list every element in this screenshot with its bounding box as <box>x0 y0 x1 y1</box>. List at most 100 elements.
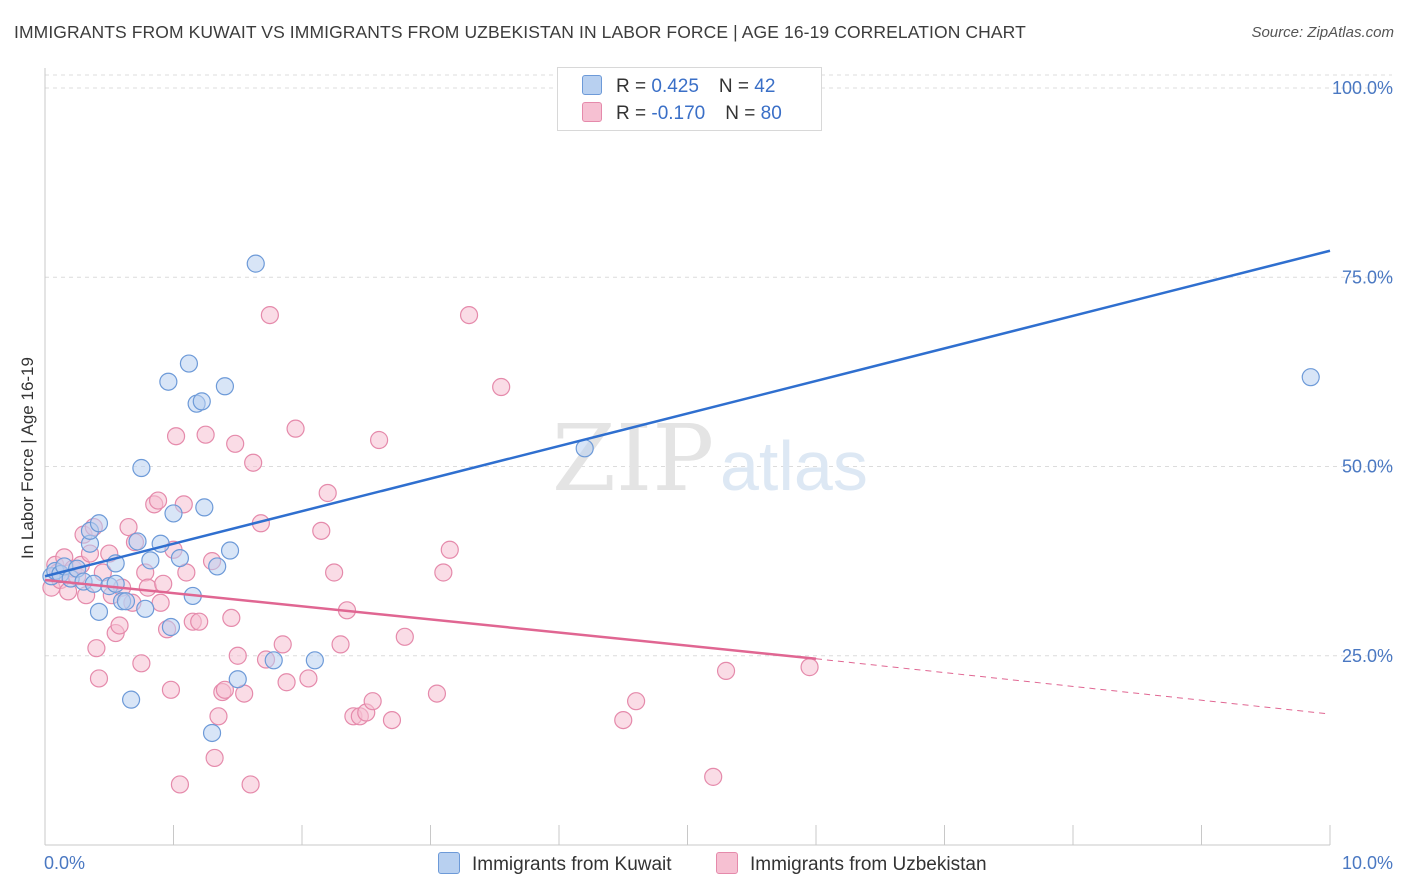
uzbekistan-point <box>148 491 168 510</box>
uzbekistan-point <box>312 521 331 540</box>
uzbekistan-point <box>363 692 382 711</box>
y-tick-label: 75.0% <box>1342 267 1393 287</box>
uzbekistan-points <box>42 306 819 794</box>
stats-legend: R = 0.425 N = 42 R = -0.170 N = 80 <box>557 67 822 131</box>
kuwait-point <box>192 392 211 411</box>
uzbekistan-point <box>89 669 109 688</box>
kuwait-point <box>208 557 227 576</box>
uzbekistan-point <box>161 680 181 699</box>
uzbekistan-point <box>170 775 190 794</box>
kuwait-point <box>179 354 199 373</box>
uzbekistan-point <box>132 654 151 673</box>
kuwait-point <box>170 548 190 568</box>
watermark-atlas: atlas <box>720 427 868 505</box>
uzbekistan-point <box>154 574 173 593</box>
kuwait-point <box>161 617 181 637</box>
kuwait-point <box>159 372 178 391</box>
kuwait-legend-label: Immigrants from Kuwait <box>472 854 672 875</box>
uzbekistan-trend-extension <box>815 658 1331 715</box>
kuwait-n-label: N = <box>718 76 755 97</box>
uzbekistan-point <box>190 612 209 631</box>
uzbekistan-point <box>119 517 138 537</box>
kuwait-point <box>575 439 594 458</box>
uzbekistan-point <box>716 661 736 680</box>
uzbekistan-point <box>286 419 305 438</box>
legend-row-kuwait: R = 0.425 N = 42 <box>582 75 775 99</box>
watermark-zip: ZIP <box>552 405 714 512</box>
chart-title: IMMIGRANTS FROM KUWAIT VS IMMIGRANTS FRO… <box>14 22 1026 42</box>
uzbekistan-point <box>626 692 646 711</box>
uzbekistan-point <box>138 578 157 597</box>
kuwait-point <box>89 602 109 621</box>
uzbekistan-point <box>205 748 224 768</box>
kuwait-point <box>116 592 136 611</box>
kuwait-legend-swatch <box>438 852 460 874</box>
uzbekistan-point <box>110 616 129 635</box>
kuwait-point <box>228 670 247 689</box>
uzbekistan-point <box>277 673 296 692</box>
uzbekistan-r-label: R = <box>616 103 652 124</box>
kuwait-swatch <box>582 75 602 95</box>
uzbekistan-point <box>614 710 633 730</box>
kuwait-point <box>89 514 109 533</box>
kuwait-point <box>264 651 283 670</box>
tick-labels: 25.0% 50.0% 75.0% 100.0% 0.0% 10.0% <box>44 78 1393 873</box>
kuwait-r-value: 0.425 <box>651 76 699 97</box>
uzbekistan-point <box>434 563 453 582</box>
kuwait-n-value: 42 <box>754 76 776 97</box>
uzbekistan-point <box>318 483 337 503</box>
legend-item-uzbekistan: Immigrants from Uzbekistan <box>716 852 987 876</box>
legend-row-uzbekistan: R = -0.170 N = 80 <box>582 102 782 126</box>
uzbekistan-point <box>440 540 459 559</box>
uzbekistan-point <box>241 775 260 794</box>
uzbekistan-n-label: N = <box>725 103 761 124</box>
grid-lines <box>45 74 1392 657</box>
uzbekistan-point <box>166 427 186 446</box>
uzbekistan-point <box>226 434 245 453</box>
legend-item-kuwait: Immigrants from Kuwait <box>438 852 672 876</box>
kuwait-point <box>121 690 141 709</box>
kuwait-r-label: R = <box>616 76 652 97</box>
x-tick-label: 0.0% <box>44 853 85 873</box>
source-label: Source: ZipAtlas.com <box>1251 24 1394 41</box>
uzbekistan-point <box>800 658 819 677</box>
kuwait-point <box>164 504 183 523</box>
kuwait-point <box>106 574 125 593</box>
uzbekistan-point <box>492 377 511 397</box>
uzbekistan-swatch <box>582 102 602 122</box>
trend-lines <box>44 249 1331 715</box>
uzbekistan-point <box>299 669 318 688</box>
kuwait-point <box>1301 368 1320 387</box>
uzbekistan-point <box>222 608 241 628</box>
kuwait-point <box>246 254 265 273</box>
uzbekistan-point <box>244 453 263 472</box>
kuwait-point <box>132 458 151 478</box>
kuwait-point <box>136 599 155 618</box>
uzbekistan-point <box>331 635 350 654</box>
y-tick-label: 50.0% <box>1342 457 1393 477</box>
kuwait-point <box>305 651 324 670</box>
uzbekistan-legend-swatch <box>716 852 738 874</box>
uzbekistan-legend-label: Immigrants from Uzbekistan <box>750 854 987 875</box>
uzbekistan-trend-line <box>44 578 817 661</box>
x-tick-label: 10.0% <box>1342 853 1393 873</box>
y-tick-label: 100.0% <box>1332 78 1393 98</box>
uzbekistan-point <box>325 563 344 582</box>
uzbekistan-point <box>273 635 292 654</box>
kuwait-point <box>195 498 214 517</box>
uzbekistan-point <box>215 680 234 699</box>
kuwait-trend-line <box>44 249 1331 578</box>
y-axis-label: In Labor Force | Age 16-19 <box>18 357 37 559</box>
uzbekistan-point <box>228 646 247 665</box>
uzbekistan-r-value: -0.170 <box>651 103 706 124</box>
uzbekistan-point <box>260 306 279 325</box>
uzbekistan-point <box>209 707 228 726</box>
kuwait-point <box>215 377 234 396</box>
uzbekistan-point <box>370 430 389 450</box>
uzbekistan-point <box>427 684 447 703</box>
uzbekistan-point <box>196 425 215 444</box>
kuwait-point <box>128 532 147 551</box>
y-tick-label: 25.0% <box>1342 646 1393 666</box>
kuwait-point <box>220 541 240 560</box>
